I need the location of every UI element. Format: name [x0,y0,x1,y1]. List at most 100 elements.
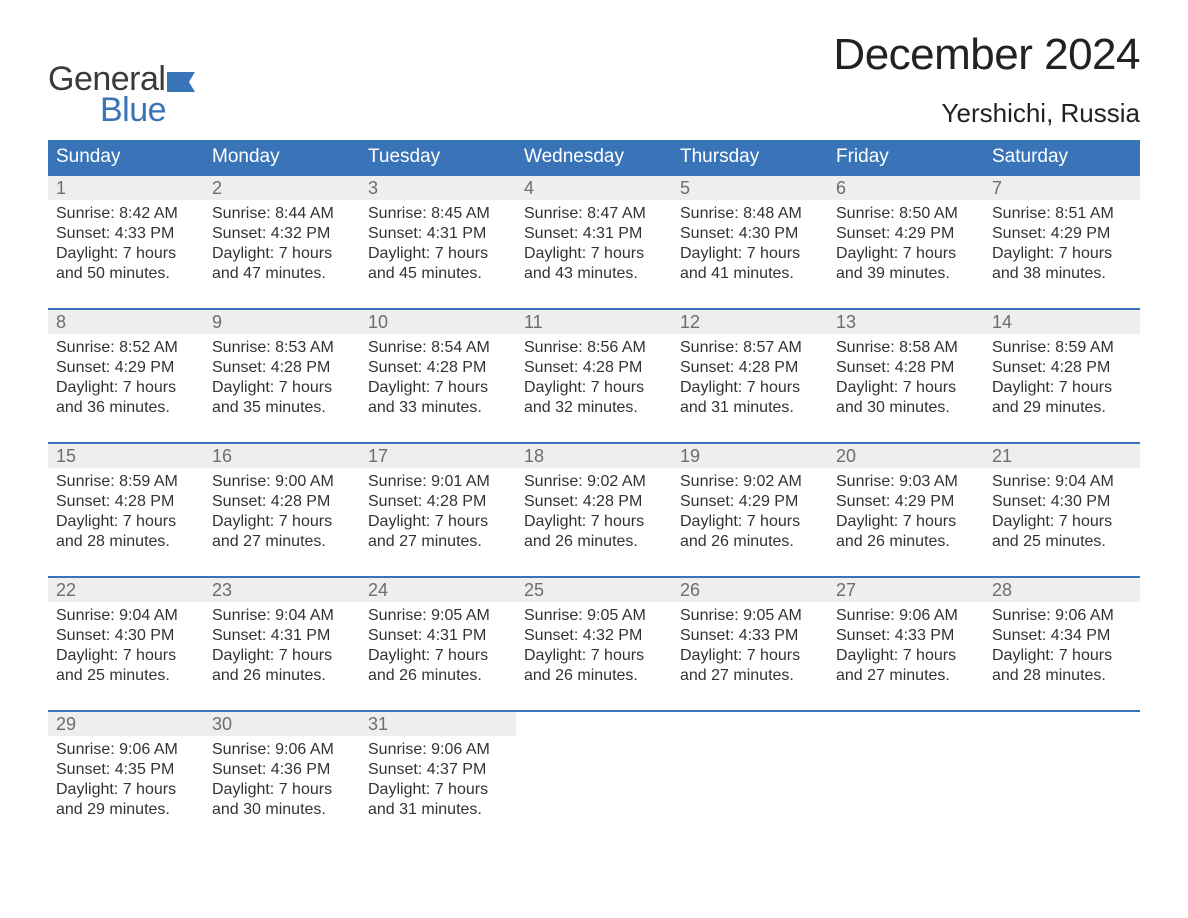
day-cell: 4Sunrise: 8:47 AMSunset: 4:31 PMDaylight… [516,174,672,308]
day-number: 19 [680,446,820,467]
day-number: 9 [212,312,352,333]
day-cell: 12Sunrise: 8:57 AMSunset: 4:28 PMDayligh… [672,308,828,442]
daylight-line-1: Daylight: 7 hours [368,378,508,398]
daylight-line-1: Daylight: 7 hours [836,378,976,398]
daylight-line-1: Daylight: 7 hours [56,512,196,532]
sunrise-line: Sunrise: 9:06 AM [368,740,508,760]
sunset-line: Sunset: 4:30 PM [992,492,1132,512]
sunset-line: Sunset: 4:28 PM [212,358,352,378]
sunset-line: Sunset: 4:29 PM [992,224,1132,244]
day-number: 27 [836,580,976,601]
daylight-line-1: Daylight: 7 hours [212,646,352,666]
sunrise-line: Sunrise: 9:00 AM [212,472,352,492]
day-number: 24 [368,580,508,601]
day-cell: 26Sunrise: 9:05 AMSunset: 4:33 PMDayligh… [672,576,828,710]
sunrise-line: Sunrise: 9:01 AM [368,472,508,492]
sunrise-line: Sunrise: 9:06 AM [56,740,196,760]
sunrise-line: Sunrise: 9:04 AM [56,606,196,626]
day-number: 29 [56,714,196,735]
day-number-band: 1 [48,176,204,200]
sunset-line: Sunset: 4:30 PM [56,626,196,646]
weekday-header: Monday [204,140,360,174]
daylight-line-1: Daylight: 7 hours [680,378,820,398]
daylight-line-2: and 26 minutes. [212,666,352,686]
daylight-line-1: Daylight: 7 hours [56,378,196,398]
daylight-line-1: Daylight: 7 hours [992,378,1132,398]
day-cell: 21Sunrise: 9:04 AMSunset: 4:30 PMDayligh… [984,442,1140,576]
sunrise-line: Sunrise: 9:04 AM [212,606,352,626]
day-number: 28 [992,580,1132,601]
daylight-line-1: Daylight: 7 hours [836,244,976,264]
daylight-line-1: Daylight: 7 hours [524,244,664,264]
sunrise-line: Sunrise: 8:44 AM [212,204,352,224]
day-number-band: 12 [672,310,828,334]
day-number-band: 18 [516,444,672,468]
weekday-header: Sunday [48,140,204,174]
sunset-line: Sunset: 4:31 PM [368,626,508,646]
day-number: 6 [836,178,976,199]
sunset-line: Sunset: 4:28 PM [524,358,664,378]
sunrise-line: Sunrise: 8:54 AM [368,338,508,358]
day-number-band: 25 [516,578,672,602]
sunset-line: Sunset: 4:29 PM [56,358,196,378]
daylight-line-2: and 38 minutes. [992,264,1132,284]
daylight-line-1: Daylight: 7 hours [212,244,352,264]
week-row: 8Sunrise: 8:52 AMSunset: 4:29 PMDaylight… [48,308,1140,442]
daylight-line-2: and 26 minutes. [836,532,976,552]
sunset-line: Sunset: 4:32 PM [524,626,664,646]
day-number: 14 [992,312,1132,333]
sunrise-line: Sunrise: 8:42 AM [56,204,196,224]
daylight-line-2: and 26 minutes. [524,666,664,686]
header: General Blue December 2024 Yershichi, Ru… [48,30,1140,130]
daylight-line-1: Daylight: 7 hours [524,646,664,666]
daylight-line-2: and 30 minutes. [836,398,976,418]
daylight-line-1: Daylight: 7 hours [56,244,196,264]
daylight-line-1: Daylight: 7 hours [368,244,508,264]
day-number-band: 26 [672,578,828,602]
day-number-band: 24 [360,578,516,602]
day-number: 13 [836,312,976,333]
day-number-band: 23 [204,578,360,602]
daylight-line-1: Daylight: 7 hours [212,780,352,800]
daylight-line-2: and 26 minutes. [524,532,664,552]
day-number-band: 29 [48,712,204,736]
empty-day-cell [828,710,984,844]
day-number: 30 [212,714,352,735]
day-number-band: 14 [984,310,1140,334]
daylight-line-2: and 28 minutes. [992,666,1132,686]
sunrise-line: Sunrise: 8:59 AM [56,472,196,492]
daylight-line-2: and 31 minutes. [680,398,820,418]
sunset-line: Sunset: 4:28 PM [836,358,976,378]
sunrise-line: Sunrise: 9:06 AM [212,740,352,760]
day-number: 10 [368,312,508,333]
sunrise-line: Sunrise: 8:53 AM [212,338,352,358]
daylight-line-1: Daylight: 7 hours [212,378,352,398]
day-number-band: 5 [672,176,828,200]
day-cell: 11Sunrise: 8:56 AMSunset: 4:28 PMDayligh… [516,308,672,442]
daylight-line-2: and 30 minutes. [212,800,352,820]
day-number-band: 13 [828,310,984,334]
day-number-band: 4 [516,176,672,200]
daylight-line-1: Daylight: 7 hours [56,780,196,800]
day-cell: 2Sunrise: 8:44 AMSunset: 4:32 PMDaylight… [204,174,360,308]
sunset-line: Sunset: 4:31 PM [368,224,508,244]
sunset-line: Sunset: 4:29 PM [680,492,820,512]
day-number-band: 20 [828,444,984,468]
sunset-line: Sunset: 4:28 PM [992,358,1132,378]
sunrise-line: Sunrise: 8:48 AM [680,204,820,224]
weekday-header: Friday [828,140,984,174]
sunrise-line: Sunrise: 8:45 AM [368,204,508,224]
day-cell: 6Sunrise: 8:50 AMSunset: 4:29 PMDaylight… [828,174,984,308]
day-cell: 1Sunrise: 8:42 AMSunset: 4:33 PMDaylight… [48,174,204,308]
month-title: December 2024 [833,30,1140,80]
day-cell: 16Sunrise: 9:00 AMSunset: 4:28 PMDayligh… [204,442,360,576]
daylight-line-2: and 25 minutes. [56,666,196,686]
daylight-line-2: and 27 minutes. [212,532,352,552]
day-number-band: 3 [360,176,516,200]
sunset-line: Sunset: 4:33 PM [836,626,976,646]
sunrise-line: Sunrise: 9:05 AM [524,606,664,626]
sunset-line: Sunset: 4:33 PM [680,626,820,646]
sunset-line: Sunset: 4:36 PM [212,760,352,780]
weekday-header: Saturday [984,140,1140,174]
sunset-line: Sunset: 4:29 PM [836,492,976,512]
